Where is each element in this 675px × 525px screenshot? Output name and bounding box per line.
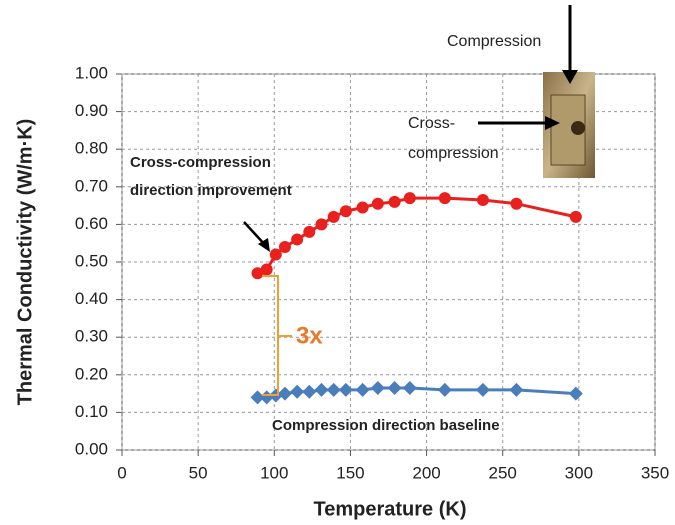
data-point — [302, 384, 317, 399]
data-point — [338, 382, 353, 397]
data-point — [326, 382, 341, 397]
data-point — [260, 263, 273, 276]
y-tick-label: 0.70 — [75, 176, 108, 195]
y-tick-label: 0.30 — [75, 327, 108, 346]
data-point — [291, 233, 304, 246]
data-point — [403, 192, 416, 205]
annotation: Compression — [447, 33, 541, 50]
data-point — [339, 205, 352, 218]
data-point — [259, 390, 274, 405]
data-point — [371, 197, 384, 210]
y-tick-label: 0.20 — [75, 364, 108, 383]
annotation: Cross-compression — [130, 154, 271, 171]
annotation: Compression direction baseline — [272, 417, 500, 434]
x-tick-label: 100 — [260, 463, 288, 482]
x-tick-label: 300 — [565, 463, 593, 482]
y-tick-label: 0.80 — [75, 139, 108, 158]
data-point — [510, 197, 523, 210]
data-point — [387, 380, 402, 395]
y-axis-title: Thermal Conductivity (W/m·K) — [14, 119, 36, 406]
data-point — [327, 210, 340, 223]
arrow-head — [545, 116, 560, 130]
data-point — [476, 193, 489, 206]
data-point — [370, 380, 385, 395]
data-point — [314, 382, 329, 397]
x-tick-label: 350 — [641, 463, 669, 482]
data-point — [251, 267, 264, 280]
annotation: 3x — [296, 322, 323, 349]
data-point — [402, 380, 417, 395]
data-point — [355, 382, 370, 397]
y-tick-label: 0.90 — [75, 101, 108, 120]
y-tick-label: 0.60 — [75, 214, 108, 233]
data-point — [278, 240, 291, 253]
data-point — [277, 386, 292, 401]
x-tick-label: 0 — [117, 463, 126, 482]
data-point — [315, 218, 328, 231]
data-point — [388, 195, 401, 208]
y-tick-label: 0.10 — [75, 402, 108, 421]
data-point — [250, 390, 265, 405]
x-tick-label: 50 — [189, 463, 208, 482]
data-point — [356, 201, 369, 214]
annotation: compression — [408, 145, 499, 162]
annotation: direction improvement — [130, 182, 292, 199]
data-point — [569, 210, 582, 223]
y-tick-label: 0.50 — [75, 251, 108, 270]
data-point — [269, 248, 282, 261]
arrow-head — [562, 70, 578, 84]
x-tick-label: 200 — [412, 463, 440, 482]
x-tick-label: 150 — [336, 463, 364, 482]
data-point — [290, 384, 305, 399]
x-tick-label: 250 — [489, 463, 517, 482]
ratio-bracket — [262, 275, 292, 396]
y-tick-label: 0.00 — [75, 439, 108, 458]
data-point — [509, 382, 524, 397]
y-tick-label: 1.00 — [75, 63, 108, 82]
data-point — [437, 382, 452, 397]
sample-hole — [571, 121, 585, 135]
annotation: Cross- — [408, 115, 455, 132]
data-point — [568, 386, 583, 401]
x-axis-title: Temperature (K) — [314, 498, 467, 520]
data-point — [475, 382, 490, 397]
data-point — [303, 225, 316, 238]
arrow-head — [258, 238, 270, 252]
data-point — [438, 192, 451, 205]
y-tick-label: 0.40 — [75, 289, 108, 308]
